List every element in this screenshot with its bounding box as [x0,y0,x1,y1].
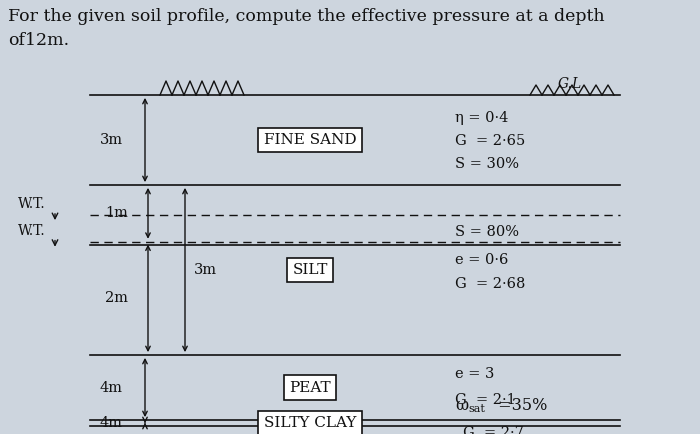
Text: FINE SAND: FINE SAND [264,133,356,147]
Text: 3m: 3m [194,263,217,277]
Text: 2m: 2m [105,291,128,306]
Text: of12m.: of12m. [8,32,69,49]
Text: PEAT: PEAT [289,381,331,395]
Text: η = 0·4: η = 0·4 [455,111,508,125]
Text: For the given soil profile, compute the effective pressure at a depth: For the given soil profile, compute the … [8,8,605,25]
Text: S = 80%: S = 80% [455,225,519,239]
Text: e = 0·6: e = 0·6 [455,253,508,266]
Text: ω: ω [455,397,468,414]
Text: SILT: SILT [293,263,328,277]
Text: W.T.: W.T. [18,224,46,238]
Text: 4m: 4m [100,381,123,395]
Text: sat: sat [468,404,485,414]
Text: 1m: 1m [105,206,128,220]
Text: G  = 2·1: G = 2·1 [455,392,516,407]
Text: W.T.: W.T. [18,197,46,211]
Text: e = 3: e = 3 [455,366,494,381]
Text: G.L: G.L [558,77,582,91]
Text: G  = 2·7: G = 2·7 [463,426,524,434]
Text: 4m: 4m [100,416,123,430]
Text: S = 30%: S = 30% [455,157,519,171]
Text: 3m: 3m [100,133,123,147]
Text: G  = 2·68: G = 2·68 [455,276,526,291]
Text: =35%: =35% [493,397,547,414]
Text: SILTY CLAY: SILTY CLAY [264,416,356,430]
Text: G  = 2·65: G = 2·65 [455,134,525,148]
